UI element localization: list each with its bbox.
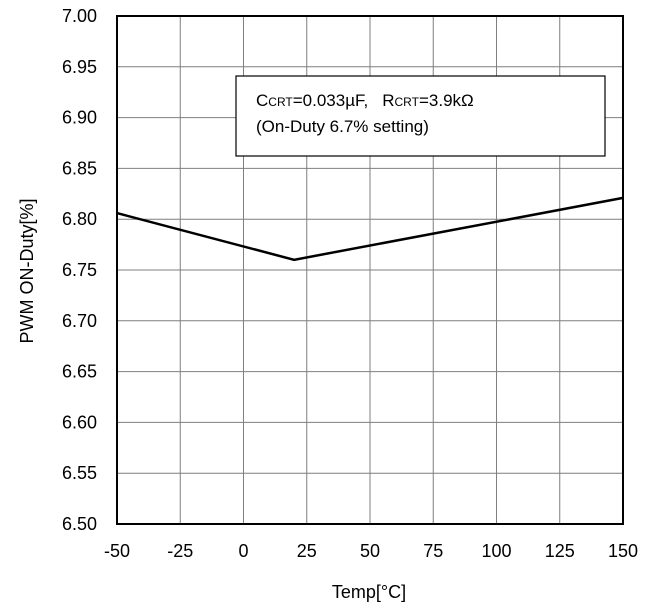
- r-sub: CRT: [395, 95, 420, 109]
- y-tick-label: 6.75: [62, 260, 97, 280]
- y-tick-label: 6.55: [62, 463, 97, 483]
- y-tick-label: 6.65: [62, 362, 97, 382]
- x-tick-label: 0: [238, 541, 248, 561]
- plot-area-frame: [116, 15, 624, 525]
- x-tick-label: 150: [608, 541, 638, 561]
- annotation-line1: CCRT=0.033µF, RCRT=3.9kΩ: [256, 91, 474, 110]
- r-value: =3.9kΩ: [419, 91, 474, 110]
- y-tick-labels: 7.00 6.95 6.90 6.85 6.80 6.75 6.70 6.65 6.60 6.55…: [62, 6, 97, 534]
- x-tick-label: 75: [423, 541, 443, 561]
- x-tick-label: 100: [481, 541, 511, 561]
- x-tick-label: -25: [167, 541, 193, 561]
- annotation-box: CCRT=0.033µF, RCRT=3.9kΩ (On-Duty 6.7% se…: [235, 75, 606, 157]
- x-tick-label: 125: [545, 541, 575, 561]
- c-prefix: C: [256, 91, 268, 110]
- x-tick-labels: -50 -25 0 25 50 75 100 125 150: [104, 541, 638, 561]
- y-tick-label: 6.70: [62, 311, 97, 331]
- y-tick-label: 6.60: [62, 412, 97, 432]
- y-tick-label: 6.85: [62, 158, 97, 178]
- y-tick-label: 6.95: [62, 57, 97, 77]
- annotation-frame: [235, 75, 606, 157]
- r-prefix: R: [382, 91, 394, 110]
- y-tick-label: 6.80: [62, 209, 97, 229]
- y-tick-label: 6.50: [62, 514, 97, 534]
- x-tick-label: 25: [297, 541, 317, 561]
- c-sub: CRT: [268, 95, 293, 109]
- y-tick-label: 6.90: [62, 108, 97, 128]
- y-axis-label: PWM ON-Duty[%]: [17, 198, 37, 343]
- c-value: =0.033µF,: [293, 91, 369, 110]
- x-tick-label: -50: [104, 541, 130, 561]
- annotation-line2: (On-Duty 6.7% setting): [256, 117, 429, 136]
- series-line: [116, 196, 624, 262]
- x-axis-label: Temp[°C]: [332, 582, 406, 602]
- y-tick-label: 7.00: [62, 6, 97, 26]
- series-layer: [116, 196, 624, 262]
- x-tick-label: 50: [360, 541, 380, 561]
